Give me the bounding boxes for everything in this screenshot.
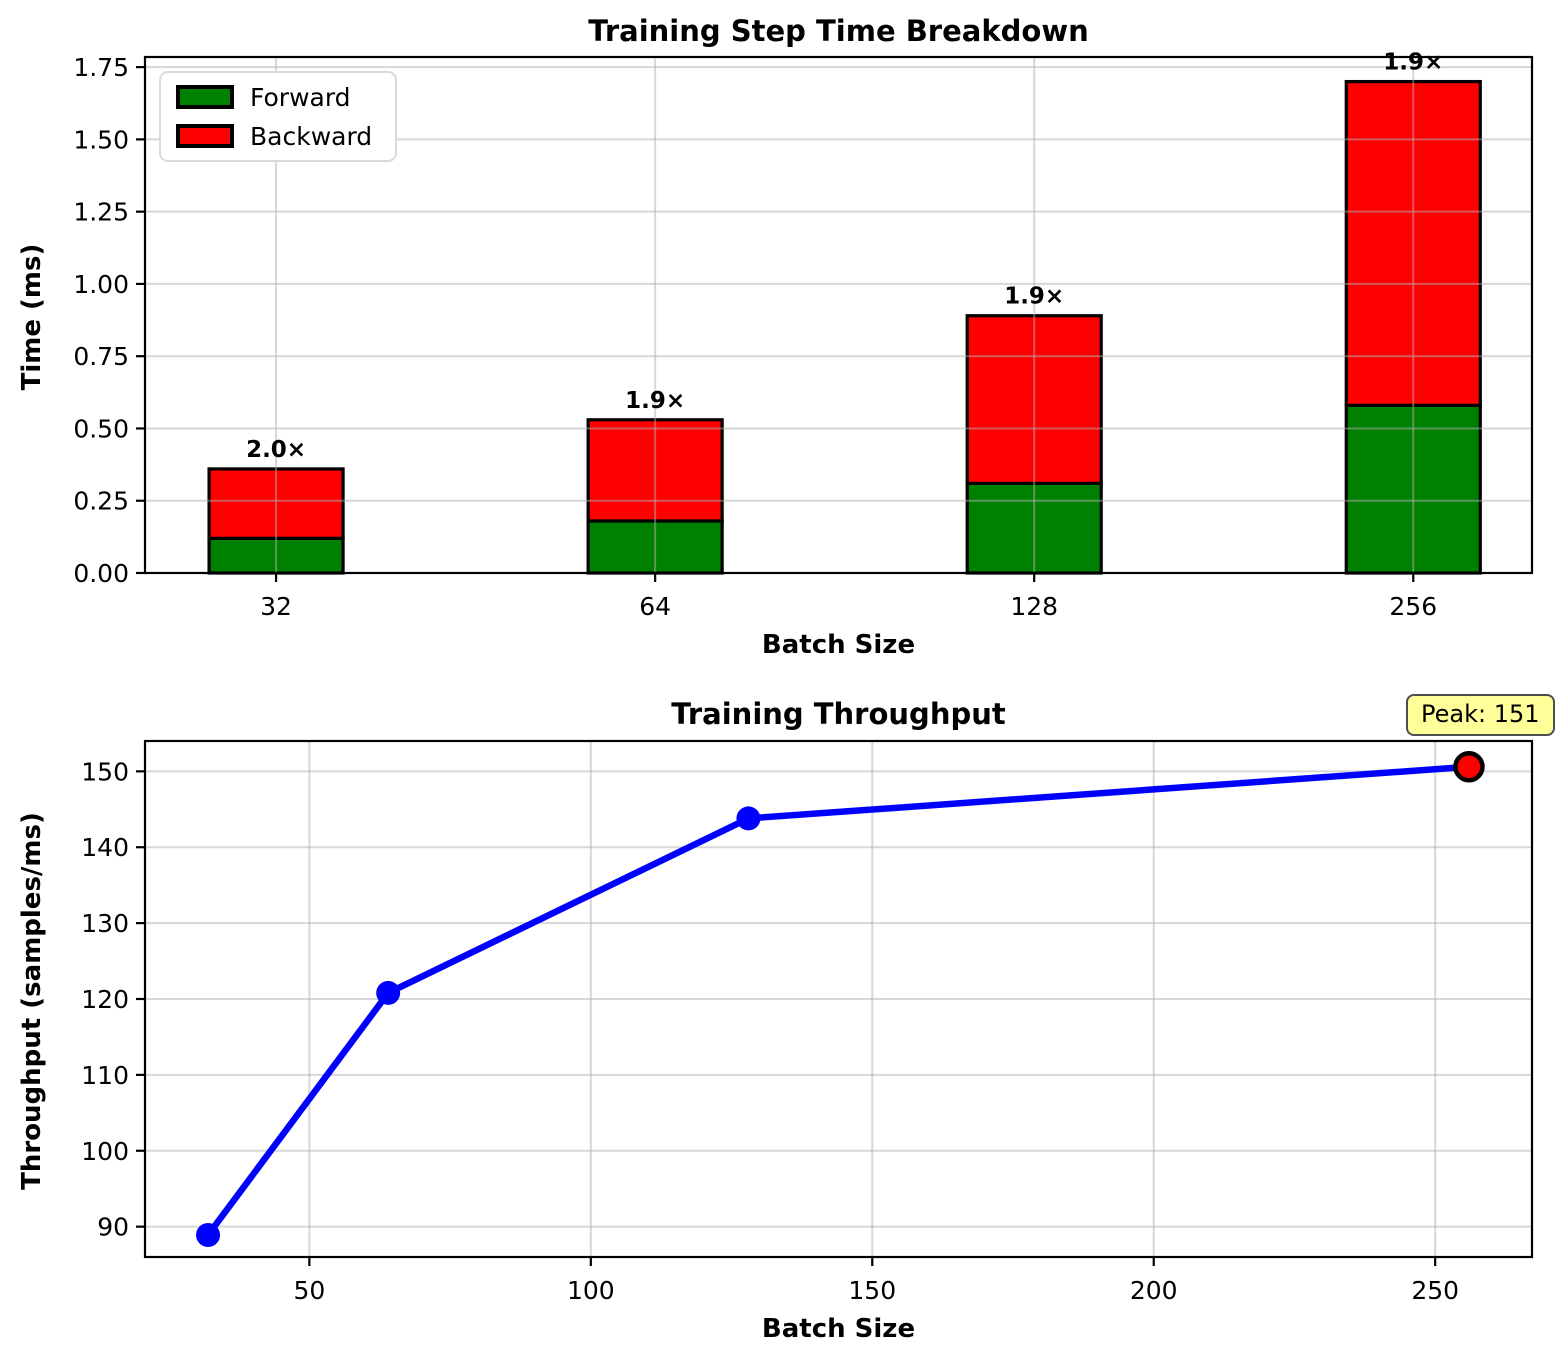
y-tick-label: 100 — [81, 1137, 129, 1166]
y-tick-label: 130 — [81, 909, 129, 938]
bar-ratio-label: 1.9× — [625, 388, 685, 414]
y-tick-label: 1.00 — [73, 270, 129, 299]
y-tick-label: 0.00 — [73, 559, 129, 588]
bar-chart-plot: 0.00 0.25 0.50 0.75 1.00 1.25 1.50 1.75 32 64 128 2… — [73, 50, 1534, 621]
data-point-marker — [736, 806, 761, 831]
y-tick-label: 90 — [97, 1213, 129, 1242]
y-tick-label: 0.75 — [73, 342, 129, 371]
backward-swatch-icon — [176, 124, 234, 148]
x-tick-label: 256 — [1389, 592, 1437, 621]
legend-row-backward: Backward — [176, 122, 395, 151]
line-chart-plot: 90 100 110 120 130 140 150 50 100 150 200 250 — [81, 739, 1534, 1305]
legend-label-backward: Backward — [250, 121, 373, 151]
x-tick-label: 64 — [639, 592, 671, 621]
legend-label-forward: Forward — [250, 82, 351, 112]
top-chart-title: Training Step Time Breakdown — [588, 14, 1089, 48]
peak-annotation: Peak: 151 — [1406, 694, 1555, 736]
bar-ratio-label: 1.9× — [1383, 50, 1443, 76]
throughput-line — [204, 763, 1473, 1239]
y-tick-label: 1.25 — [73, 198, 129, 227]
bottom-chart-title: Training Throughput — [671, 697, 1006, 731]
legend-row-forward: Forward — [176, 83, 395, 112]
x-tick-label: 200 — [1130, 1276, 1178, 1305]
forward-swatch-icon — [176, 85, 234, 109]
y-tick-label: 1.50 — [73, 125, 129, 154]
y-tick-label: 1.75 — [73, 53, 129, 82]
y-tick-label: 0.50 — [73, 414, 129, 443]
data-point-marker — [196, 1222, 221, 1247]
bottom-chart-xlabel: Batch Size — [761, 1314, 916, 1344]
x-tick-label: 50 — [293, 1276, 325, 1305]
legend: Forward Backward — [159, 71, 397, 162]
data-point-marker — [376, 980, 401, 1005]
axes-frame — [143, 55, 1534, 575]
y-tick-label: 0.25 — [73, 487, 129, 516]
bar-ratio-label: 2.0× — [246, 437, 306, 463]
x-tick-label: 32 — [260, 592, 292, 621]
y-tick-label: 110 — [81, 1061, 129, 1090]
x-tick-label: 150 — [848, 1276, 896, 1305]
x-tick-label: 100 — [567, 1276, 615, 1305]
bar-ratio-label: 1.9× — [1004, 284, 1064, 310]
top-chart-xlabel: Batch Size — [761, 630, 916, 660]
x-tick-label: 128 — [1010, 592, 1058, 621]
y-tick-label: 120 — [81, 985, 129, 1014]
peak-marker — [1453, 751, 1485, 783]
y-tick-label: 140 — [81, 833, 129, 862]
y-tick-label: 150 — [81, 757, 129, 786]
x-tick-label: 250 — [1411, 1276, 1459, 1305]
